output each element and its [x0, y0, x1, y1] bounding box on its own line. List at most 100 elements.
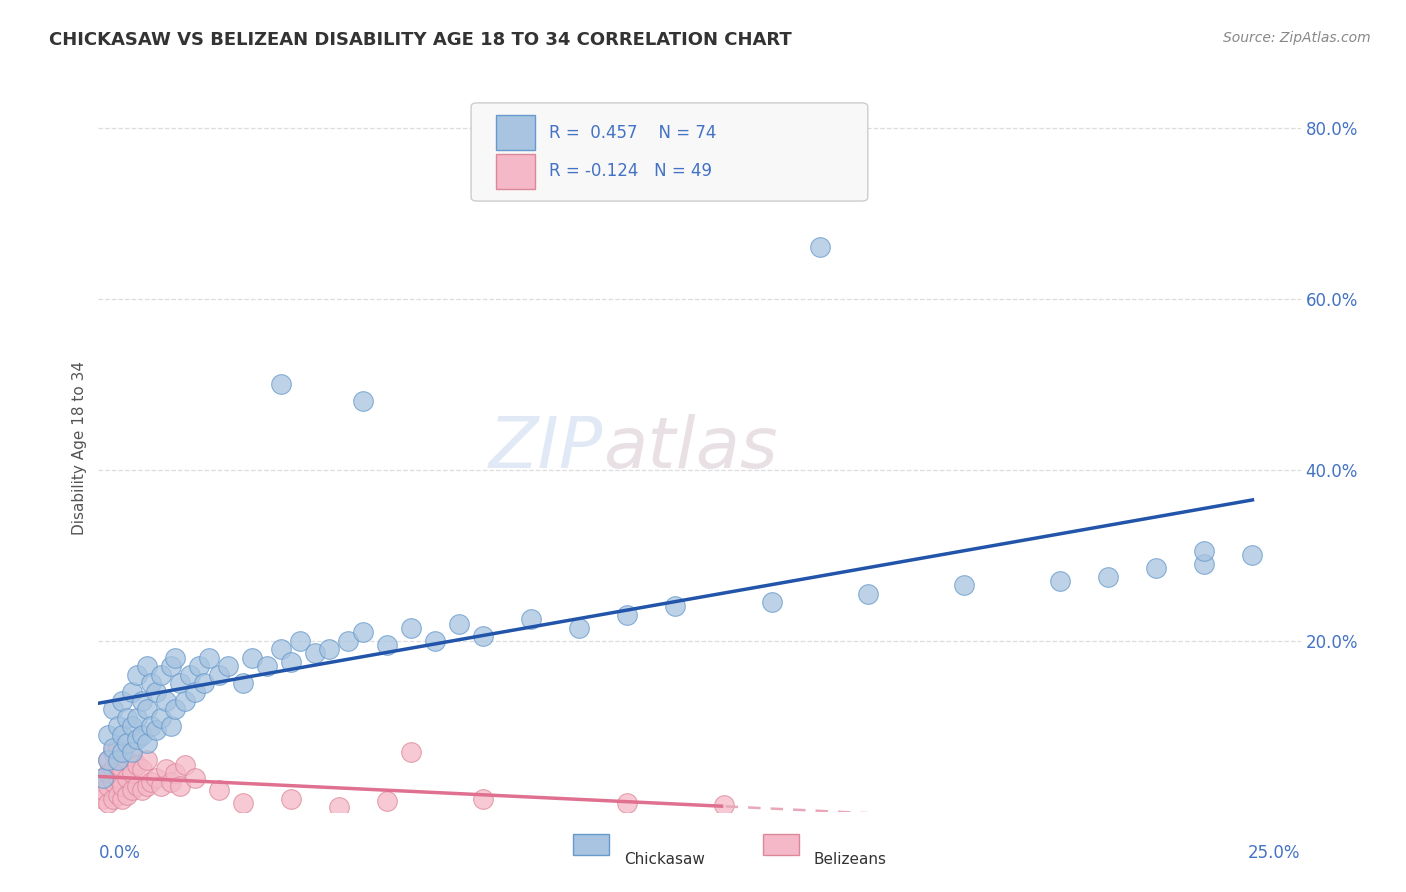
Point	[131, 783, 153, 797]
Point	[145, 723, 167, 738]
Point	[117, 788, 139, 802]
Point	[256, 659, 278, 673]
Point	[198, 650, 221, 665]
Point	[159, 774, 181, 789]
Point	[165, 702, 187, 716]
Point	[1241, 548, 1264, 562]
Point	[141, 676, 163, 690]
Point	[125, 731, 148, 746]
Text: Chickasaw: Chickasaw	[624, 852, 704, 867]
Point	[232, 796, 254, 810]
Point	[101, 762, 124, 776]
Point	[165, 766, 187, 780]
Point	[149, 711, 172, 725]
Point	[97, 753, 120, 767]
Point	[135, 779, 157, 793]
Point	[107, 771, 129, 785]
Text: Source: ZipAtlas.com: Source: ZipAtlas.com	[1223, 31, 1371, 45]
Point	[399, 621, 422, 635]
Point	[472, 792, 495, 806]
Point	[125, 779, 148, 793]
Point	[97, 796, 120, 810]
Point	[188, 659, 211, 673]
Point	[111, 792, 134, 806]
Point	[169, 676, 191, 690]
Point	[318, 642, 340, 657]
Point	[117, 711, 139, 725]
Point	[399, 745, 422, 759]
Point	[165, 650, 187, 665]
Y-axis label: Disability Age 18 to 34: Disability Age 18 to 34	[72, 361, 87, 535]
Bar	[496, 153, 534, 189]
Point	[1194, 544, 1216, 558]
Text: Belizeans: Belizeans	[814, 852, 887, 867]
Point	[107, 719, 129, 733]
Point	[121, 749, 143, 764]
Text: R =  0.457    N = 74: R = 0.457 N = 74	[550, 124, 717, 142]
Point	[141, 774, 163, 789]
Point	[125, 711, 148, 725]
Point	[447, 616, 470, 631]
Point	[125, 757, 148, 772]
Point	[97, 728, 120, 742]
Point	[107, 740, 129, 755]
Point	[270, 642, 292, 657]
Point	[125, 668, 148, 682]
Text: 0.0%: 0.0%	[98, 845, 141, 863]
Point	[240, 650, 263, 665]
Point	[91, 771, 114, 785]
Point	[97, 753, 120, 767]
Point	[328, 800, 350, 814]
Point	[131, 693, 153, 707]
Point	[107, 757, 129, 772]
Point	[1097, 569, 1119, 583]
Point	[155, 762, 177, 776]
Point	[101, 740, 124, 755]
Point	[101, 774, 124, 789]
Point	[111, 693, 134, 707]
Point	[145, 685, 167, 699]
Point	[145, 771, 167, 785]
Point	[1194, 557, 1216, 571]
Point	[131, 728, 153, 742]
Point	[304, 647, 326, 661]
Point	[232, 676, 254, 690]
Text: 25.0%: 25.0%	[1249, 845, 1301, 863]
Point	[111, 728, 134, 742]
Point	[135, 702, 157, 716]
Point	[472, 629, 495, 643]
Point	[616, 796, 638, 810]
Point	[121, 783, 143, 797]
Point	[117, 771, 139, 785]
Point	[135, 659, 157, 673]
Point	[121, 685, 143, 699]
Point	[174, 693, 197, 707]
Point	[208, 783, 231, 797]
Point	[135, 736, 157, 750]
Point	[107, 788, 129, 802]
Point	[121, 745, 143, 759]
Point	[183, 685, 205, 699]
Point	[423, 633, 446, 648]
Point	[761, 595, 783, 609]
FancyBboxPatch shape	[471, 103, 868, 201]
Point	[97, 779, 120, 793]
Point	[337, 633, 360, 648]
Point	[616, 607, 638, 622]
Point	[568, 621, 591, 635]
Point	[183, 771, 205, 785]
Point	[149, 668, 172, 682]
Point	[169, 779, 191, 793]
Point	[193, 676, 215, 690]
Point	[135, 753, 157, 767]
Point	[111, 745, 134, 759]
Point	[159, 719, 181, 733]
Point	[280, 792, 302, 806]
Point	[713, 797, 735, 812]
Point	[111, 779, 134, 793]
Point	[352, 625, 374, 640]
Point	[953, 578, 976, 592]
Point	[149, 779, 172, 793]
Point	[101, 792, 124, 806]
Point	[97, 766, 120, 780]
